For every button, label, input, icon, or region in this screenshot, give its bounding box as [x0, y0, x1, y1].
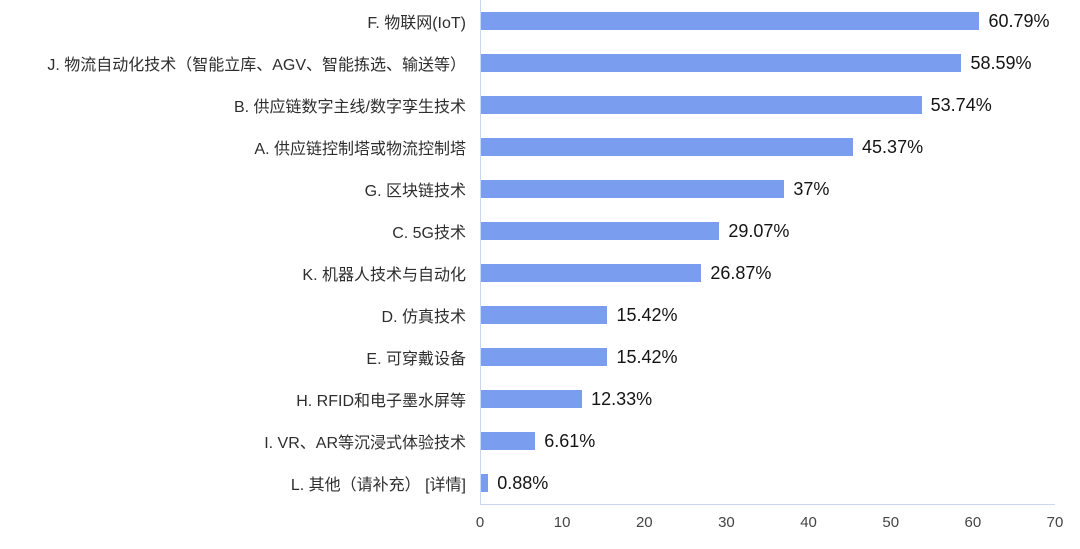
bar	[481, 138, 854, 156]
chart-row: K. 机器人技术与自动化 26.87%	[0, 252, 1080, 294]
chart-row: C. 5G技术 29.07%	[0, 210, 1080, 252]
bar	[481, 348, 608, 366]
x-axis-tick: 60	[964, 514, 982, 531]
value-label: 12.33%	[591, 389, 653, 409]
bar	[481, 432, 536, 450]
category-label: D. 仿真技术	[381, 309, 466, 326]
x-axis-tick: 50	[882, 514, 900, 531]
bar	[481, 96, 922, 114]
category-label: K. 机器人技术与自动化	[302, 267, 466, 284]
chart-row: E. 可穿戴设备 15.42%	[0, 336, 1080, 378]
plot-cell: 45.37%	[480, 126, 1055, 168]
bar	[481, 474, 489, 492]
plot-cell: 0.88%	[480, 462, 1055, 504]
value-label: 29.07%	[728, 221, 790, 241]
bar	[481, 306, 608, 324]
x-axis	[0, 504, 1080, 505]
category-label: G. 区块链技术	[364, 183, 466, 200]
value-label: 15.42%	[616, 305, 678, 325]
category-label: A. 供应链控制塔或物流控制塔	[254, 141, 466, 158]
category-label: H. RFID和电子墨水屏等	[296, 393, 466, 410]
chart-row: I. VR、AR等沉浸式体验技术 6.61%	[0, 420, 1080, 462]
category-label: C. 5G技术	[392, 225, 466, 242]
axis-spacer	[0, 504, 480, 505]
chart-row: F. 物联网(IoT) 60.79%	[0, 0, 1080, 42]
plot-cell: 12.33%	[480, 378, 1055, 420]
plot-cell: 29.07%	[480, 210, 1055, 252]
plot-cell: 53.74%	[480, 84, 1055, 126]
plot-cell: 26.87%	[480, 252, 1055, 294]
x-axis-tick: 10	[553, 514, 571, 531]
bar	[481, 264, 702, 282]
value-label: 6.61%	[544, 431, 596, 451]
chart-row: B. 供应链数字主线/数字孪生技术 53.74%	[0, 84, 1080, 126]
x-axis-ticks: 0 10 20 30 40 50 60 70	[476, 505, 1064, 539]
value-label: 15.42%	[616, 347, 678, 367]
value-label: 45.37%	[862, 137, 924, 157]
chart-row: D. 仿真技术 15.42%	[0, 294, 1080, 336]
category-label: I. VR、AR等沉浸式体验技术	[264, 435, 466, 452]
plot-cell: 37%	[480, 168, 1055, 210]
category-label: F. 物联网(IoT)	[367, 15, 466, 32]
x-axis-tick: 70	[1046, 514, 1064, 531]
plot-cell: 60.79%	[480, 0, 1055, 42]
value-label: 53.74%	[930, 95, 992, 115]
chart-row: L. 其他（请补充） [详情] 0.88%	[0, 462, 1080, 504]
category-label: E. 可穿戴设备	[366, 351, 466, 368]
plot-cell: 15.42%	[480, 336, 1055, 378]
bar	[481, 54, 962, 72]
x-axis-tick: 20	[635, 514, 653, 531]
x-axis-tick: 30	[718, 514, 735, 531]
chart-row: A. 供应链控制塔或物流控制塔 45.37%	[0, 126, 1080, 168]
value-label: 37%	[793, 179, 830, 199]
chart-row: J. 物流自动化技术（智能立库、AGV、智能拣选、输送等） 58.59%	[0, 42, 1080, 84]
bar	[481, 12, 980, 30]
plot-cell: 15.42%	[480, 294, 1055, 336]
category-label: L. 其他（请补充） [详情]	[290, 477, 466, 494]
bar	[481, 222, 720, 240]
bar	[481, 390, 583, 408]
x-axis-line	[480, 504, 1055, 505]
x-axis-tick: 40	[800, 514, 817, 531]
value-label: 0.88%	[497, 473, 549, 493]
category-label: J. 物流自动化技术（智能立库、AGV、智能拣选、输送等）	[47, 57, 466, 74]
value-label: 60.79%	[988, 11, 1050, 31]
category-label: B. 供应链数字主线/数字孪生技术	[233, 99, 466, 116]
chart-row: G. 区块链技术 37%	[0, 168, 1080, 210]
value-label: 58.59%	[970, 53, 1032, 73]
bar	[481, 180, 785, 198]
value-label: 26.87%	[710, 263, 772, 283]
plot-cell: 58.59%	[480, 42, 1055, 84]
chart-rows: F. 物联网(IoT) 60.79% J. 物流自动化技术（智能立库、AGV、智…	[0, 0, 1080, 504]
plot-cell: 6.61%	[480, 420, 1055, 462]
x-axis-tick: 0	[475, 514, 485, 531]
chart-row: H. RFID和电子墨水屏等 12.33%	[0, 378, 1080, 420]
